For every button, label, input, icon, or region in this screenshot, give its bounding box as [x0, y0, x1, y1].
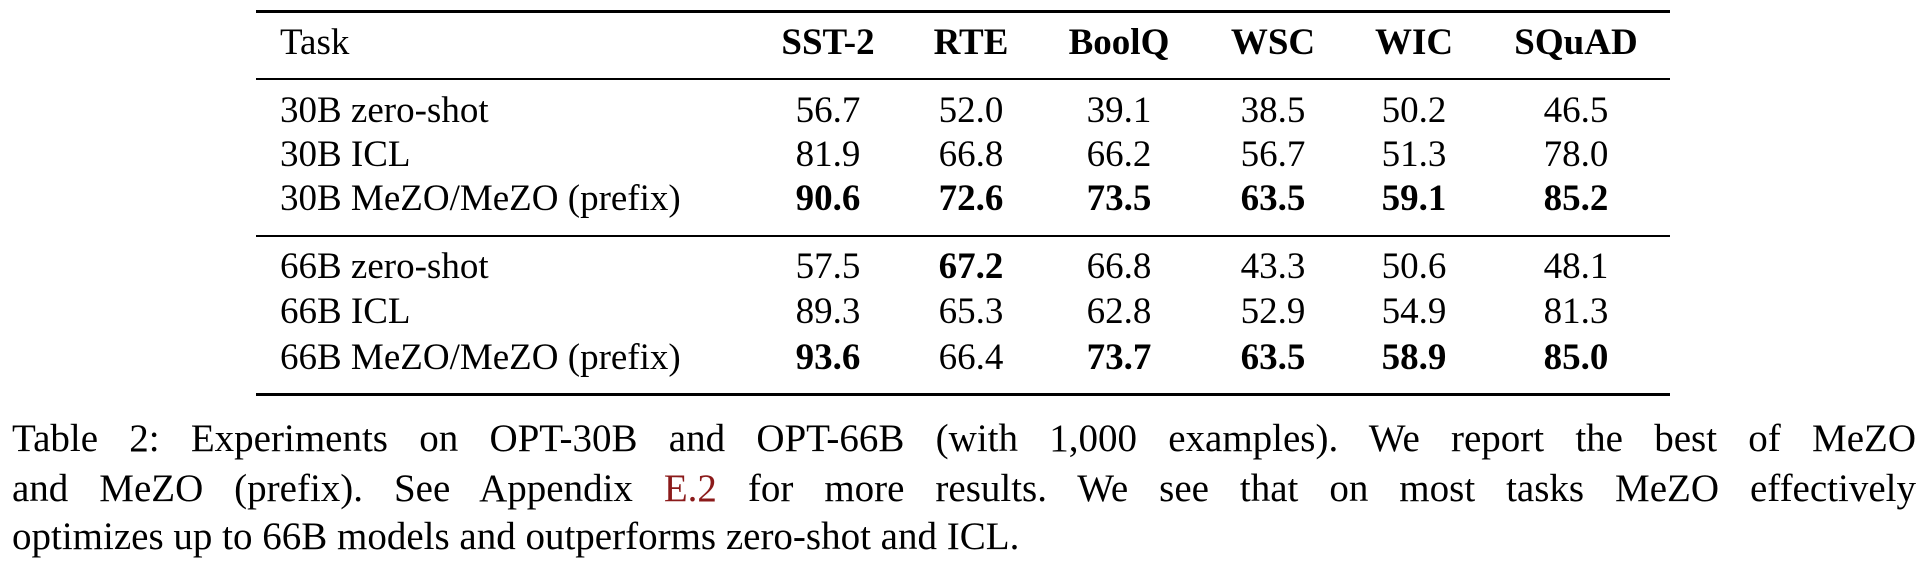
cell-value: 58.9	[1381, 337, 1447, 378]
cell-value: 89.3	[795, 291, 861, 332]
cell-value: 57.5	[795, 246, 861, 287]
cell-value: 56.7	[795, 90, 861, 131]
cell-value: 66.8	[1086, 246, 1152, 287]
cell-value: 51.3	[1381, 134, 1447, 175]
cell-value: 38.5	[1240, 90, 1306, 131]
cell-value: 39.1	[1086, 90, 1152, 131]
cell-value: 81.9	[795, 134, 861, 175]
cell-value: 73.7	[1086, 337, 1152, 378]
column-header: WSC	[1230, 22, 1316, 63]
row-label: 30B MeZO/MeZO (prefix)	[280, 178, 681, 219]
caption-text: optimizes up to 66B models and outperfor…	[12, 515, 1020, 558]
cell-value: 52.0	[938, 90, 1004, 131]
cell-value: 56.7	[1240, 134, 1306, 175]
cell-value: 50.6	[1381, 246, 1447, 287]
cell-value: 66.4	[938, 337, 1004, 378]
cell-value: 52.9	[1240, 291, 1306, 332]
column-header: BoolQ	[1068, 22, 1170, 63]
row-label: 66B MeZO/MeZO (prefix)	[280, 337, 681, 378]
cell-value: 50.2	[1381, 90, 1447, 131]
cell-value: 62.8	[1086, 291, 1152, 332]
cell-value: 63.5	[1240, 178, 1306, 219]
column-header: RTE	[933, 22, 1009, 63]
cell-value: 63.5	[1240, 337, 1306, 378]
caption-line: optimizes up to 66B models and outperfor…	[12, 513, 1916, 561]
row-label: 30B zero-shot	[280, 90, 489, 131]
column-header: SST-2	[781, 22, 875, 63]
row-label: 66B ICL	[280, 291, 411, 332]
caption-line: and MeZO (prefix). See Appendix E.2 for …	[12, 465, 1916, 513]
caption-text: for more results. We see that on most ta…	[747, 467, 1916, 510]
top-rule	[256, 10, 1670, 13]
caption-line: Table 2: Experiments on OPT-30B and OPT-…	[12, 415, 1916, 463]
cell-value: 43.3	[1240, 246, 1306, 287]
cell-value: 72.6	[938, 178, 1004, 219]
cell-value: 48.1	[1543, 246, 1609, 287]
cell-value: 85.0	[1543, 337, 1609, 378]
bottom-rule	[256, 393, 1670, 396]
cell-value: 65.3	[938, 291, 1004, 332]
appendix-link[interactable]: E.2	[663, 467, 717, 510]
cell-value: 66.2	[1086, 134, 1152, 175]
cell-value: 73.5	[1086, 178, 1152, 219]
column-header: SQuAD	[1514, 22, 1638, 63]
cell-value: 90.6	[795, 178, 861, 219]
cell-value: 66.8	[938, 134, 1004, 175]
cell-value: 93.6	[795, 337, 861, 378]
header-rule	[256, 78, 1670, 80]
caption-text: and MeZO (prefix). See Appendix	[12, 467, 633, 510]
cell-value: 46.5	[1543, 90, 1609, 131]
group-rule	[256, 235, 1670, 237]
cell-value: 59.1	[1381, 178, 1447, 219]
cell-value: 81.3	[1543, 291, 1609, 332]
cell-value: 78.0	[1543, 134, 1609, 175]
row-label: 30B ICL	[280, 134, 411, 175]
cell-value: 54.9	[1381, 291, 1447, 332]
cell-value: 85.2	[1543, 178, 1609, 219]
row-label: 66B zero-shot	[280, 246, 489, 287]
caption-text: Table 2: Experiments on OPT-30B and OPT-…	[12, 417, 1916, 460]
row-header: Task	[280, 22, 350, 63]
column-header: WIC	[1374, 22, 1454, 63]
cell-value: 67.2	[938, 246, 1004, 287]
